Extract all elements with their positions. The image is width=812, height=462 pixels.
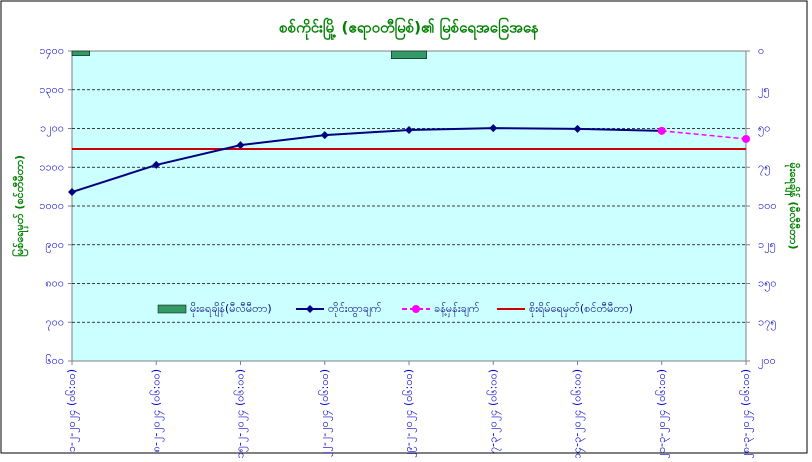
forecast-marker [742, 134, 750, 143]
y2-tick-label: ၁၇၅ [758, 315, 777, 330]
y2-tick-label: ၁၀၀ [758, 199, 777, 212]
forecast-line [661, 130, 747, 140]
legend-label: တိုင်းထွာချက် [328, 302, 382, 317]
y-tick-label: ၁၁၀၀ [39, 160, 64, 173]
x-tick-label: ၁၄-၃-၂၀၂၄ (၀၆:၀၀) [571, 369, 586, 458]
legend-marker [306, 305, 314, 313]
y-tick-label: ၁၂၀၀ [40, 122, 64, 137]
x-tick-label: ၂၉-၂-၂၀၂၄ (၀၆:၀၀) [402, 369, 417, 458]
legend-label: မိုးရေချိန်(မီလီမီတာ) [190, 302, 272, 317]
y2-axis-label: မိုးရေချိန် (မီလီမီတာ) [784, 163, 801, 250]
y-tick-label: ၆၀၀ [45, 354, 64, 367]
y2-tick-label: ၁၂၅ [758, 238, 776, 253]
forecast-marker [657, 126, 666, 135]
rain-bar [391, 50, 427, 59]
y2-tick-label: ၅၀ [758, 122, 770, 137]
y-tick-label: ၁၃၀၀ [39, 83, 64, 98]
observed-marker [152, 160, 161, 169]
legend-marker [412, 305, 420, 313]
x-tick-label: ၂၈-၃-၂၀၂၄ (၀၆:၀၀) [739, 369, 754, 458]
y-tick-label: ၁၄၀၀ [39, 44, 64, 59]
y-tick-label: ၉၀၀ [45, 238, 64, 253]
y-axis-label: မြစ်ရေမှတ် (စင်တီမီတာ) [11, 155, 29, 257]
x-tick-label: ၁၅-၂-၂၀၂၄ (၀၆:၀၀) [234, 369, 249, 458]
y2-tick-label: ၂၅ [758, 83, 770, 98]
observed-marker [320, 131, 329, 140]
observed-marker [236, 141, 245, 150]
x-tick-label: ၂၂-၂-၂၀၂၄ (၀၆:၀၀) [318, 369, 333, 457]
y-tick-label: ၈၀၀ [45, 277, 64, 290]
x-tick-label: ၁-၂-၂၀၂၄ (၀၆:၀၀) [65, 369, 80, 452]
x-tick-label: ၂၁-၃-၂၀၂၄ (၀၆:၀၀) [655, 369, 670, 458]
y2-tick-label: ၇၅ [758, 160, 770, 175]
observed-marker [405, 126, 413, 135]
y2-tick-label: ၂၀၀ [758, 354, 776, 369]
y2-tick-label: ၀ [758, 44, 764, 57]
observed-marker [68, 188, 76, 197]
legend-label: စိုးရိမ်ရေမှတ်(စင်တီမီတာ) [529, 302, 633, 317]
observed-marker [573, 124, 582, 133]
legend-swatch [157, 304, 187, 314]
x-tick-label: ၇-၃-၂၀၂၄ (၀၆:၀၀) [486, 369, 501, 453]
x-tick-label: ၈-၂-၂၀၂၄ (၀၆:၀၀) [149, 369, 164, 452]
y2-tick-label: ၁၅၀ [758, 277, 777, 292]
rain-bar [71, 50, 90, 56]
y-tick-label: ၇၀၀ [45, 315, 64, 330]
observed-marker [489, 124, 498, 133]
observed-line [71, 127, 662, 194]
y-tick-label: ၁၀၀၀ [39, 199, 64, 212]
legend-label: ခန့်မှန်းချက် [434, 302, 480, 317]
